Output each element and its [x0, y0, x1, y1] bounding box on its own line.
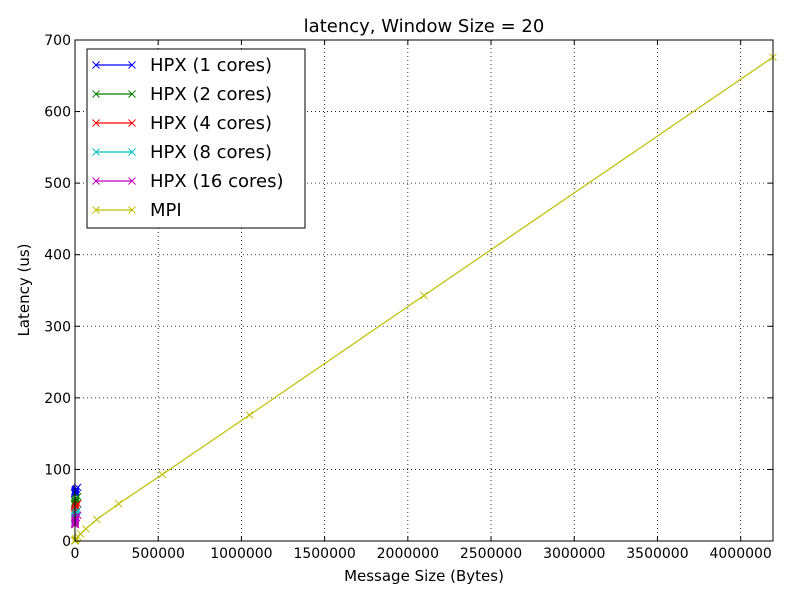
legend-marker	[128, 177, 136, 185]
x-tick-label: 3500000	[626, 546, 688, 562]
data-point	[114, 499, 123, 508]
marker-stroke	[114, 499, 123, 508]
marker-stroke	[92, 206, 100, 214]
data-point	[72, 502, 81, 510]
legend-marker	[92, 61, 100, 69]
marker-stroke	[128, 119, 136, 127]
marker-stroke	[82, 524, 90, 533]
marker-stroke	[92, 515, 101, 524]
y-tick-label: 600	[44, 105, 71, 121]
marker-stroke	[420, 291, 428, 300]
x-tick-label: 500000	[131, 546, 184, 562]
legend-marker	[128, 206, 136, 214]
marker-stroke	[72, 502, 81, 510]
data-point	[420, 291, 428, 300]
legend-marker	[92, 206, 100, 214]
legend-marker	[92, 90, 100, 98]
marker-stroke	[92, 61, 100, 69]
legend-marker	[92, 119, 100, 127]
legend-label: HPX (16 cores)	[150, 171, 283, 192]
marker-stroke	[128, 206, 136, 214]
legend-label: HPX (8 cores)	[150, 142, 272, 163]
x-tick-label: 2000000	[377, 546, 439, 562]
x-tick-label: 0	[71, 546, 80, 562]
data-point	[71, 514, 80, 523]
data-point	[72, 513, 81, 522]
marker-stroke	[92, 177, 100, 185]
x-tick-label: 2500000	[460, 546, 522, 562]
y-tick-label: 300	[44, 319, 71, 335]
marker-stroke	[128, 61, 136, 69]
legend-marker	[128, 148, 136, 156]
data-point	[158, 470, 167, 479]
legend-entry: HPX (2 cores)	[92, 84, 272, 105]
legend-label: MPI	[150, 200, 182, 221]
legend-entry: MPI	[92, 200, 182, 221]
legend-marker	[92, 177, 100, 185]
legend-label: HPX (4 cores)	[150, 113, 272, 134]
marker-stroke	[72, 513, 81, 522]
legend-entry: HPX (16 cores)	[92, 171, 283, 192]
marker-stroke	[92, 148, 100, 156]
legend-entry: HPX (8 cores)	[92, 142, 272, 163]
y-tick-label: 400	[44, 248, 71, 264]
marker-stroke	[71, 514, 80, 523]
x-tick-label: 1000000	[210, 546, 272, 562]
legend-entry: HPX (1 cores)	[92, 55, 272, 76]
legend-label: HPX (1 cores)	[150, 55, 272, 76]
legend-box	[86, 48, 306, 229]
y-tick-label: 500	[44, 176, 71, 192]
x-tick-label: 3000000	[543, 546, 605, 562]
axis-ticks: 0 500000 1000000 1500000 2000000 2500000 30000…	[44, 33, 773, 562]
legend-label: HPX (2 cores)	[150, 84, 272, 105]
marker-stroke	[128, 177, 136, 185]
marker-stroke	[128, 90, 136, 98]
y-axis-title: Latency (us)	[15, 243, 33, 336]
chart-title: latency, Window Size = 20	[304, 16, 545, 37]
marker-stroke	[128, 148, 136, 156]
y-tick-label: 100	[44, 462, 71, 478]
data-point	[82, 524, 90, 533]
legend-entry: HPX (4 cores)	[92, 113, 272, 134]
y-tick-label: 0	[62, 534, 71, 550]
x-tick-label: 1500000	[293, 546, 355, 562]
x-tick-label: 4000000	[709, 546, 771, 562]
legend: HPX (1 cores) HPX (2 cores) HPX (4 cores) H…	[86, 48, 306, 229]
marker-stroke	[92, 90, 100, 98]
marker-stroke	[92, 119, 100, 127]
legend-marker	[128, 90, 136, 98]
marker-stroke	[158, 470, 167, 479]
legend-marker	[128, 61, 136, 69]
legend-marker	[128, 119, 136, 127]
x-axis-title: Message Size (Bytes)	[344, 567, 504, 585]
legend-marker	[92, 148, 100, 156]
y-tick-label: 200	[44, 391, 71, 407]
marker-stroke	[245, 411, 254, 419]
y-tick-label: 700	[44, 33, 71, 49]
plot-frame	[74, 39, 774, 542]
data-point	[92, 515, 101, 524]
data-point	[245, 411, 254, 419]
